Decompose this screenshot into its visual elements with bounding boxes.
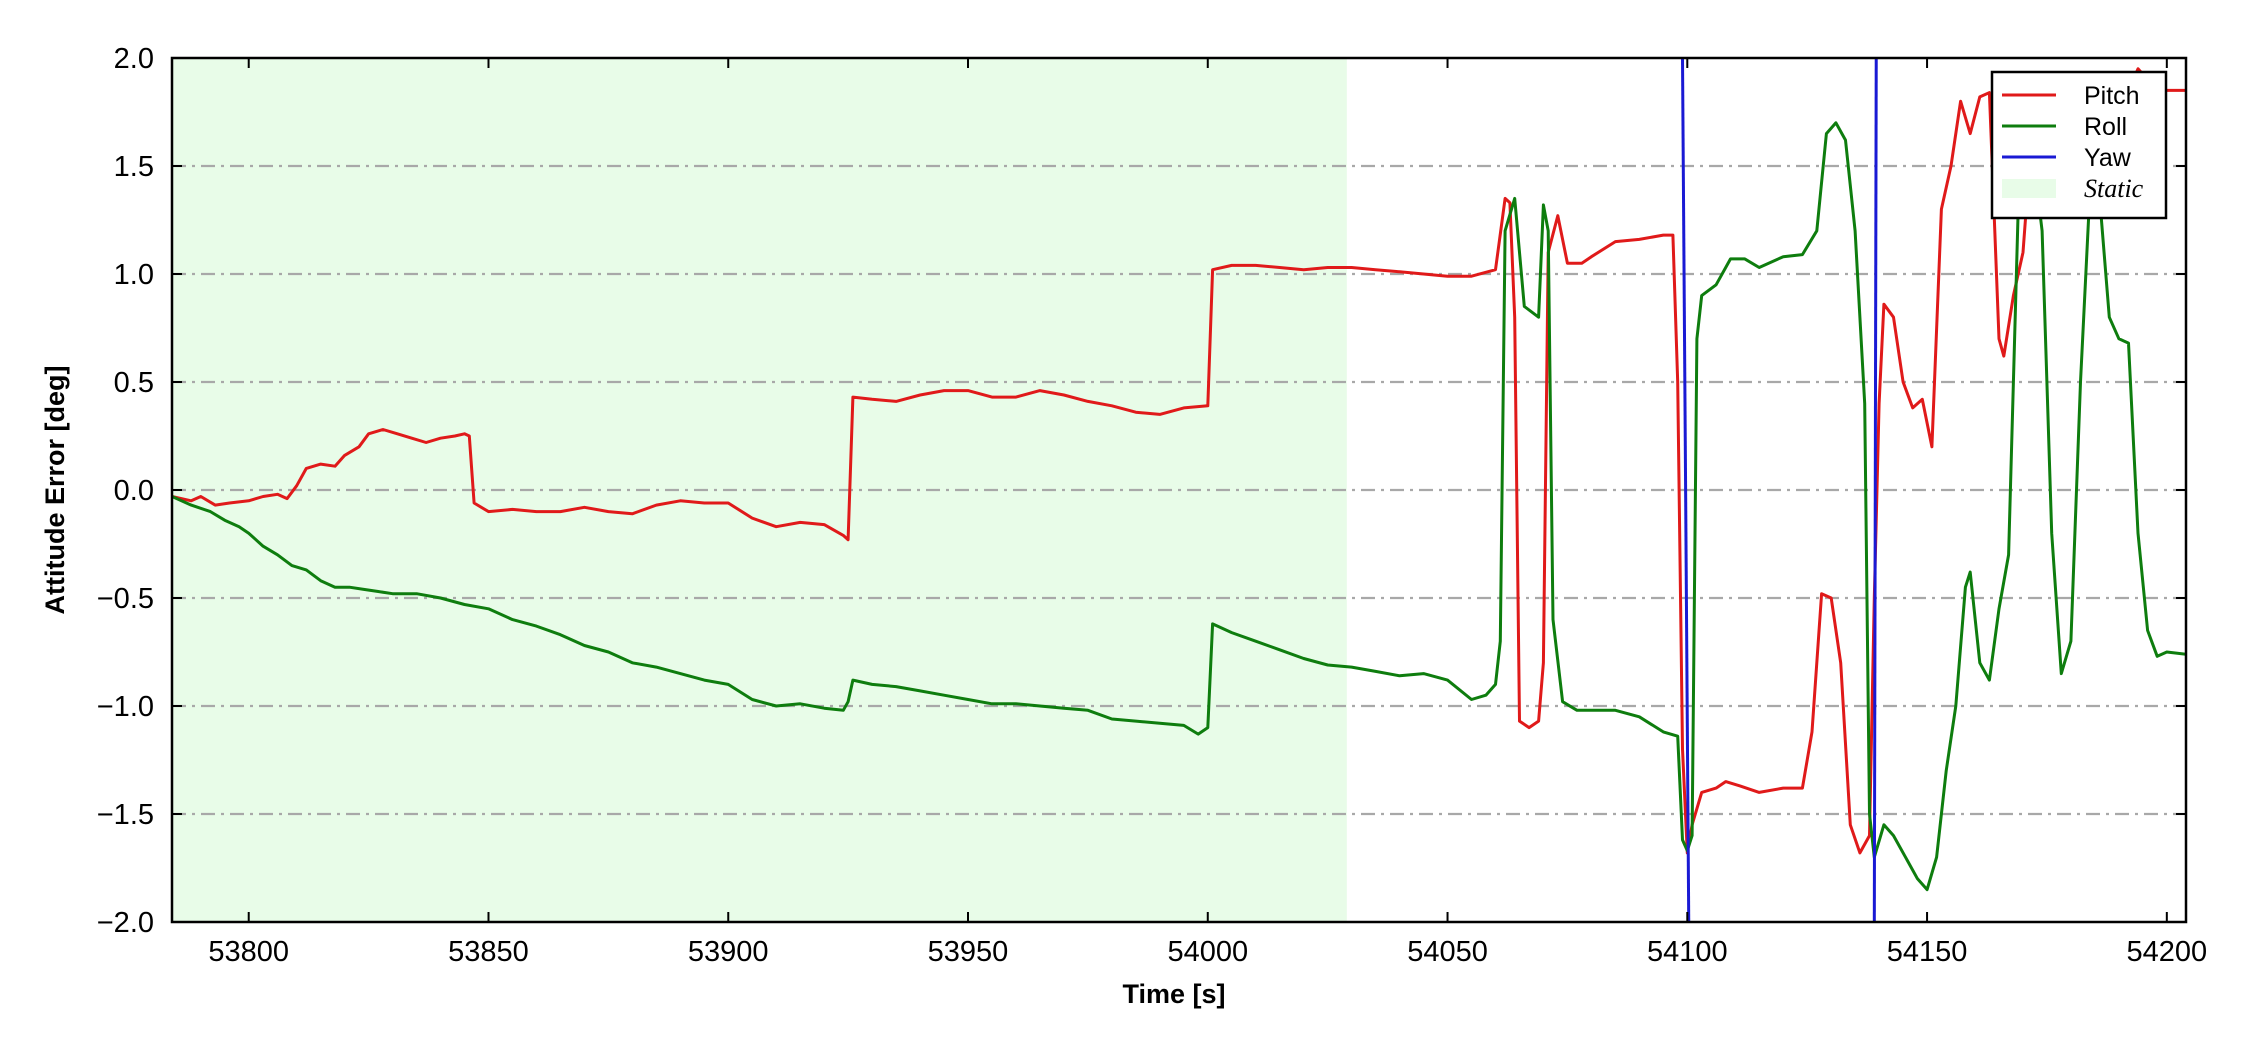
x-tick-label: 53950 [928, 936, 1009, 968]
x-tick-label: 54100 [1647, 936, 1728, 968]
y-tick-label: 2.0 [114, 43, 154, 75]
x-tick-label: 54050 [1407, 936, 1488, 968]
x-tick-label: 54000 [1167, 936, 1248, 968]
series-line-roll [172, 110, 2186, 892]
legend-label-static: Static [2084, 174, 2144, 203]
y-tick-label: −1.0 [97, 691, 154, 723]
axes: 53800 53850 53900 53950 54000 54050 54100 54150… [97, 43, 2207, 968]
x-tick-label: 53800 [208, 936, 289, 968]
series-line-pitch [172, 67, 2186, 855]
x-tick-label: 53850 [448, 936, 529, 968]
y-axis-title: Attitude Error [deg] [40, 366, 70, 615]
y-tick-label: −0.5 [97, 583, 154, 615]
x-tick-label: 54200 [2126, 936, 2207, 968]
y-tick-label: 0.0 [114, 475, 154, 507]
legend: Pitch Roll Yaw Static [1990, 70, 2168, 220]
series-line-yaw [1872, 58, 1878, 922]
legend-label-pitch: Pitch [2084, 82, 2140, 110]
x-tick-label: 54150 [1887, 936, 1968, 968]
legend-swatch-static [2002, 179, 2056, 198]
series-line-yaw [1681, 58, 1691, 922]
x-axis-title: Time [s] [1122, 979, 1225, 1009]
y-tick-label: 0.5 [114, 367, 154, 399]
x-tick-label: 53900 [688, 936, 769, 968]
y-tick-label: −1.5 [97, 799, 154, 831]
y-tick-label: 1.5 [114, 151, 154, 183]
plot-area [172, 58, 2186, 922]
legend-label-roll: Roll [2084, 113, 2127, 141]
legend-label-yaw: Yaw [2084, 144, 2132, 172]
y-tick-label: 1.0 [114, 259, 154, 291]
y-tick-label: −2.0 [97, 907, 154, 939]
